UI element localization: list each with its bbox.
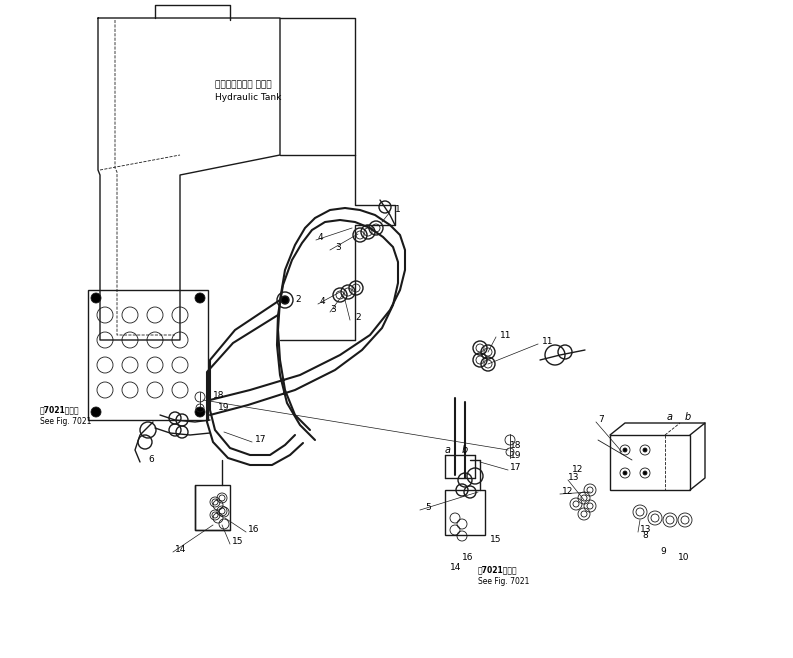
Circle shape <box>643 471 647 475</box>
Text: ハイドロリック タンク: ハイドロリック タンク <box>215 80 272 89</box>
Text: See Fig. 7021: See Fig. 7021 <box>40 417 91 426</box>
Text: Hydraulic Tank: Hydraulic Tank <box>215 93 282 103</box>
Text: 12: 12 <box>562 488 573 497</box>
Bar <box>88 290 208 420</box>
Circle shape <box>91 407 101 417</box>
Text: 19: 19 <box>218 403 229 413</box>
Text: 16: 16 <box>248 526 259 534</box>
Text: 11: 11 <box>500 330 511 340</box>
Circle shape <box>623 471 627 475</box>
Text: 12: 12 <box>572 465 584 474</box>
Text: 13: 13 <box>640 526 652 534</box>
Text: 第7021図参照: 第7021図参照 <box>40 405 79 415</box>
Text: 2: 2 <box>295 295 301 305</box>
Circle shape <box>195 293 205 303</box>
Bar <box>195 485 230 530</box>
Text: 17: 17 <box>510 463 522 472</box>
Text: 9: 9 <box>660 547 666 557</box>
Text: 7: 7 <box>598 415 603 424</box>
Text: 3: 3 <box>330 305 335 315</box>
Text: 17: 17 <box>255 436 266 445</box>
Circle shape <box>195 407 205 417</box>
Text: 2: 2 <box>355 313 361 322</box>
Text: 11: 11 <box>542 338 554 347</box>
Circle shape <box>623 448 627 452</box>
Text: 16: 16 <box>462 553 473 563</box>
Text: See Fig. 7021: See Fig. 7021 <box>478 578 530 586</box>
Text: 14: 14 <box>175 545 186 555</box>
Circle shape <box>281 296 289 304</box>
Text: a: a <box>667 412 673 422</box>
Text: 5: 5 <box>425 503 431 513</box>
Text: 14: 14 <box>450 563 462 572</box>
Text: 8: 8 <box>642 530 648 540</box>
Text: 13: 13 <box>568 474 580 482</box>
Bar <box>445 490 485 535</box>
Text: b: b <box>685 412 691 422</box>
Text: 10: 10 <box>678 553 689 563</box>
Text: 19: 19 <box>510 451 522 461</box>
Text: 15: 15 <box>490 536 501 545</box>
Text: 第7021図参照: 第7021図参照 <box>478 565 518 574</box>
Text: 3: 3 <box>335 243 341 253</box>
Text: 4: 4 <box>318 232 324 241</box>
Text: 15: 15 <box>232 538 243 547</box>
Text: b: b <box>462 445 468 455</box>
Text: 6: 6 <box>148 455 154 465</box>
Text: 1: 1 <box>395 205 400 215</box>
Circle shape <box>643 448 647 452</box>
Bar <box>610 435 690 490</box>
Text: 4: 4 <box>320 297 326 307</box>
Text: 18: 18 <box>213 390 224 399</box>
Circle shape <box>91 293 101 303</box>
Text: a: a <box>445 445 451 455</box>
Text: 18: 18 <box>510 440 522 449</box>
